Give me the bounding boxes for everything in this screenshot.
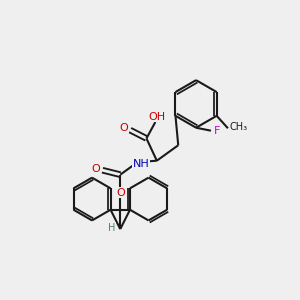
- Text: O: O: [92, 164, 100, 174]
- Text: O: O: [119, 123, 128, 133]
- Text: OH: OH: [148, 112, 165, 122]
- Text: NH: NH: [133, 159, 149, 169]
- Text: CH₃: CH₃: [230, 122, 248, 132]
- Text: O: O: [116, 188, 125, 197]
- Text: F: F: [214, 126, 221, 136]
- Text: H: H: [108, 223, 116, 232]
